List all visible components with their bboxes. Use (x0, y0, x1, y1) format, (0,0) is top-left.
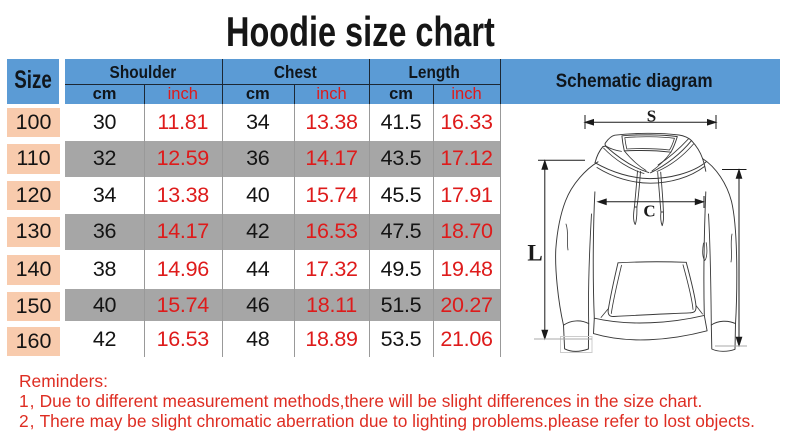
svg-text:C: C (643, 202, 655, 221)
svg-text:S: S (647, 106, 656, 125)
svg-text:L: L (527, 241, 542, 266)
